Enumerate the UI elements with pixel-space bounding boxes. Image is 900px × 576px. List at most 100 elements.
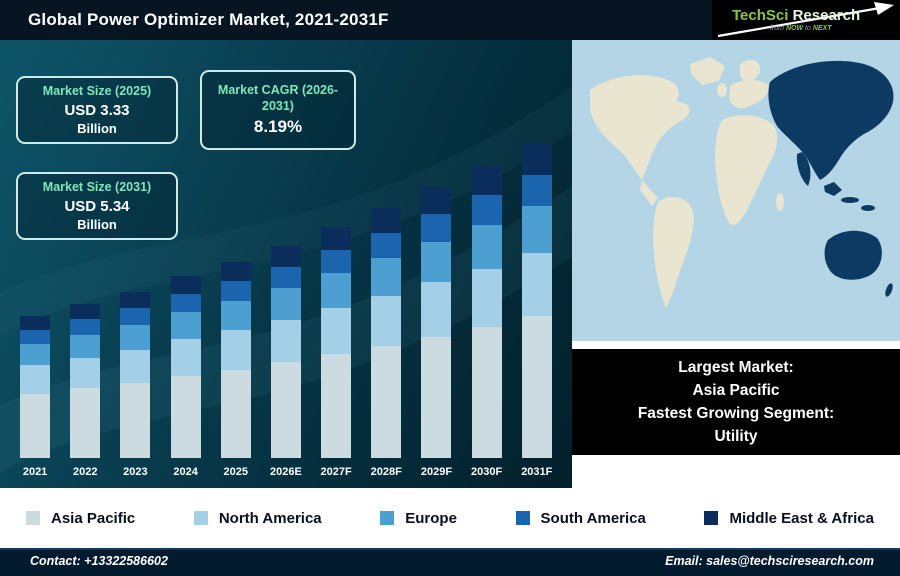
footer-contact: Contact: +13322586602	[30, 554, 168, 568]
x-axis-label: 2025	[223, 466, 248, 478]
stat-value: 8.19%	[253, 117, 303, 137]
bar-segment	[270, 245, 301, 267]
bar-segment	[321, 273, 352, 309]
legend-label: Europe	[405, 509, 457, 527]
legend-item: North America	[193, 509, 322, 527]
bar-segment	[20, 315, 51, 331]
bar-segment	[220, 261, 251, 281]
bar-segment	[521, 253, 552, 317]
x-axis-label: 2026E	[270, 466, 302, 478]
bar-segment	[170, 275, 201, 295]
stat-value: USD 3.33	[64, 102, 130, 120]
x-axis-label: 2024	[173, 466, 198, 478]
stat-title: Market Size (2025)	[42, 83, 152, 98]
logo-tagline: from NOW to NEXT	[770, 25, 831, 32]
bar-segment	[170, 376, 201, 458]
bar-segment	[371, 258, 402, 296]
bar-segment	[371, 233, 402, 259]
bar-2022	[70, 304, 101, 458]
bar-segment	[20, 330, 51, 345]
logo-tagline-to: to	[805, 25, 811, 32]
bar-segment	[471, 165, 502, 196]
bar-2029F	[421, 187, 452, 458]
bar-segment	[270, 362, 301, 458]
x-axis-label: 2023	[123, 466, 148, 478]
bar-segment	[521, 174, 552, 207]
footer-email: Email: sales@techsciresearch.com	[665, 554, 874, 568]
legend-swatch	[380, 511, 395, 525]
bar-segment	[20, 344, 51, 366]
world-map-image	[572, 40, 900, 341]
footer-bar: Contact: +13322586602 Email: sales@techs…	[0, 548, 900, 576]
legend-item: Asia Pacific	[26, 510, 135, 527]
bar-2028F	[371, 208, 402, 458]
stat-title: Market Size (2031)	[42, 179, 152, 194]
page-title: Global Power Optimizer Market, 2021-2031…	[28, 10, 389, 29]
stat-unit: Billion	[77, 121, 117, 137]
bar-2023	[120, 291, 151, 458]
bar-segment	[421, 282, 452, 337]
logo-arrow-icon	[717, 2, 894, 38]
stat-box-market-size-2031: Market Size (2031) USD 5.34 Billion	[16, 172, 178, 240]
bar-segment	[421, 241, 452, 283]
bar-segment	[220, 330, 251, 370]
stat-unit: Billion	[77, 217, 117, 233]
bar-segment	[170, 339, 201, 376]
bar-segment	[120, 291, 151, 309]
x-axis-label: 2029F	[420, 466, 453, 478]
x-axis-labels: 2021 2022 2023 2024 2025 2026E 2027F 2028F 2029F…	[10, 466, 562, 478]
bar-2027F	[321, 227, 352, 458]
logo-brand-secondary: Research	[792, 7, 861, 24]
legend-label: Middle East & Africa	[729, 509, 874, 527]
right-column: Largest Market: Asia Pacific Fastest Gro…	[572, 40, 900, 488]
chart-legend: Asia Pacific North America Europe South Ame…	[0, 488, 900, 548]
logo-tagline-now: NOW	[785, 25, 804, 32]
legend-swatch	[26, 511, 40, 525]
bar-segment	[321, 308, 352, 355]
bar-segment	[471, 268, 502, 327]
bar-segment	[371, 295, 402, 346]
bar-segment	[321, 227, 352, 251]
note-line: Asia Pacific	[692, 381, 780, 399]
largest-market-note: Largest Market: Asia Pacific Fastest Gro…	[572, 349, 900, 455]
x-axis-label: 2030F	[471, 466, 503, 478]
main-area: Market Size (2025) USD 3.33 Billion Mark…	[0, 40, 900, 488]
bar-segment	[521, 206, 552, 254]
x-axis-label: 2027F	[320, 466, 352, 478]
bar-segment	[220, 300, 251, 330]
legend-swatch	[193, 511, 208, 525]
bar-2024	[170, 275, 201, 458]
bar-segment	[70, 304, 101, 320]
x-axis-label: 2028F	[370, 466, 402, 478]
bar-segment	[270, 288, 301, 320]
legend-label: North America	[218, 509, 322, 527]
bar-segment	[321, 250, 352, 274]
bar-segment	[521, 142, 552, 175]
stacked-bar-chart	[10, 142, 562, 458]
world-map	[572, 40, 900, 341]
legend-swatch	[704, 511, 719, 525]
bar-2025	[220, 261, 251, 458]
bar-segment	[471, 195, 502, 225]
bar-segment	[371, 208, 402, 234]
bar-segment	[170, 312, 201, 340]
header-bar: Global Power Optimizer Market, 2021-2031…	[0, 0, 900, 40]
bar-2030F	[471, 165, 502, 458]
bar-segment	[20, 393, 51, 458]
bar-segment	[20, 365, 51, 394]
bar-segment	[120, 383, 151, 458]
x-axis-label: 2031F	[521, 466, 553, 478]
bar-segment	[170, 294, 201, 313]
x-axis-label: 2021	[22, 466, 48, 478]
bar-segment	[220, 369, 251, 458]
bar-segment	[220, 281, 251, 301]
legend-item: South America	[515, 510, 646, 527]
logo-tagline-next: NEXT	[812, 25, 832, 32]
note-line: Fastest Growing Segment:	[637, 405, 835, 422]
note-line: Utility	[714, 428, 758, 446]
stat-value: USD 5.34	[64, 198, 130, 216]
stat-box-market-size-2025: Market Size (2025) USD 3.33 Billion	[16, 76, 178, 144]
bar-segment	[421, 187, 452, 215]
bar-segment	[371, 345, 402, 458]
